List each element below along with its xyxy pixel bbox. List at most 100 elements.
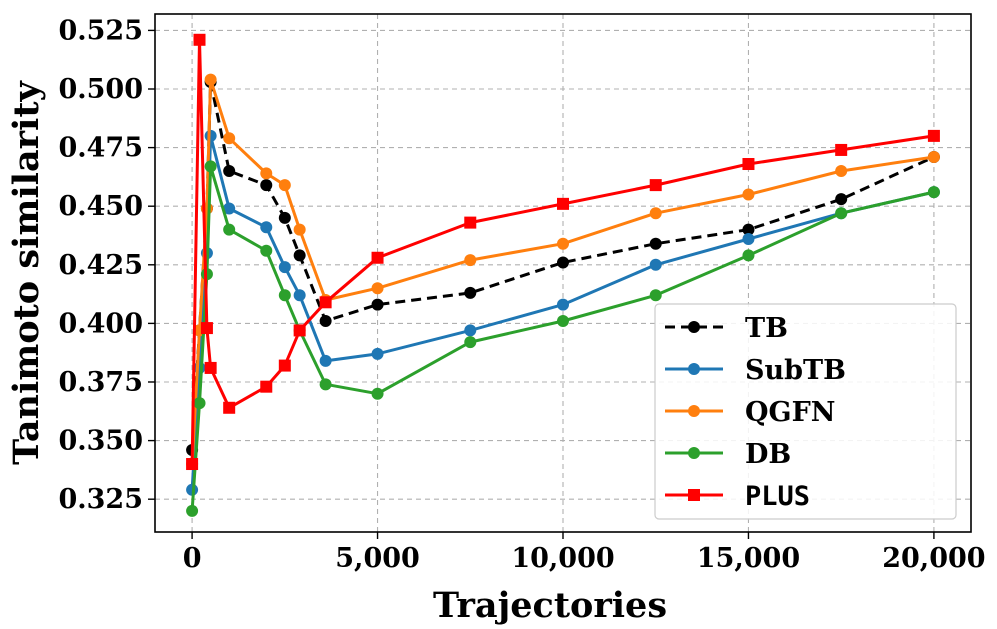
data-point-db <box>557 315 569 328</box>
data-point-qgfn <box>835 165 848 178</box>
data-point-qgfn <box>371 282 384 295</box>
data-point-tb <box>371 298 384 311</box>
data-point-plus <box>293 324 306 337</box>
data-point-tb <box>464 286 477 299</box>
legend-marker-plus <box>688 489 700 501</box>
y-tick-label: 0.475 <box>58 133 143 164</box>
x-tick-label: 5,000 <box>335 543 420 574</box>
data-point-tb <box>649 237 662 250</box>
data-point-qgfn <box>278 179 291 192</box>
series-layer <box>186 33 940 517</box>
data-point-tb <box>278 211 291 224</box>
y-tick-label: 0.325 <box>58 484 143 515</box>
data-point-subtb <box>742 233 755 246</box>
data-point-subtb <box>557 298 569 311</box>
y-tick-label: 0.350 <box>58 426 143 457</box>
data-point-db <box>742 249 755 262</box>
data-point-subtb <box>649 258 662 271</box>
data-point-plus <box>223 401 236 414</box>
data-point-qgfn <box>293 223 306 236</box>
legend: TB SubTB QGFN DB PLUS <box>654 303 957 520</box>
legend-label-db: DB <box>745 439 791 470</box>
data-point-plus <box>835 143 848 156</box>
data-point-plus <box>278 359 291 372</box>
legend-marker-tb <box>688 321 700 333</box>
data-point-db <box>464 336 477 349</box>
legend-label-tb: TB <box>745 313 788 344</box>
data-point-subtb <box>278 261 291 274</box>
y-tick-label: 0.400 <box>58 308 143 339</box>
legend-marker-qgfn <box>688 405 700 417</box>
data-point-qgfn <box>204 73 217 86</box>
legend-entry-subtb: SubTB <box>665 355 846 386</box>
series-line-plus <box>190 38 935 465</box>
data-point-tb <box>742 223 755 236</box>
data-point-plus <box>204 361 217 374</box>
x-tick-label: 20,000 <box>882 543 985 574</box>
data-point-tb <box>223 165 236 178</box>
data-point-subtb <box>319 354 332 367</box>
y-tick-label: 0.500 <box>58 74 143 105</box>
y-tick-label: 0.450 <box>58 191 143 222</box>
data-point-db <box>835 207 848 220</box>
legend-label-qgfn: QGFN <box>745 397 835 428</box>
data-point-plus <box>200 322 213 335</box>
data-point-subtb <box>260 221 273 234</box>
data-point-plus <box>927 129 940 142</box>
data-point-db <box>319 378 332 391</box>
legend-entry-tb: TB <box>665 313 788 344</box>
data-point-plus <box>319 296 332 309</box>
data-point-tb <box>557 256 569 269</box>
data-point-db <box>186 504 199 517</box>
data-point-qgfn <box>557 237 569 250</box>
data-point-subtb <box>464 324 477 337</box>
y-tick-label: 0.375 <box>58 367 143 398</box>
data-point-qgfn <box>464 254 477 267</box>
legend-entry-qgfn: QGFN <box>665 397 835 428</box>
data-point-subtb <box>223 202 236 215</box>
data-point-db <box>371 387 384 400</box>
y-tick-label: 0.525 <box>58 15 143 46</box>
legend-entry-db: DB <box>665 439 791 470</box>
legend-box <box>654 303 957 520</box>
data-point-qgfn <box>742 188 755 201</box>
legend-label-plus: PLUS <box>745 481 810 512</box>
data-point-plus <box>464 216 477 229</box>
data-point-tb <box>835 193 848 206</box>
data-point-db <box>649 289 662 302</box>
data-point-subtb <box>371 347 384 360</box>
x-tick-label: 15,000 <box>697 543 800 574</box>
x-axis: 0 5,000 10,000 15,000 20,000 <box>183 532 986 574</box>
legend-marker-subtb <box>688 363 700 375</box>
series-line-db <box>190 164 935 512</box>
data-point-plus <box>193 33 206 46</box>
data-point-subtb <box>293 289 306 302</box>
legend-entry-plus: PLUS <box>665 481 810 512</box>
data-point-qgfn <box>927 150 940 163</box>
legend-label-subtb: SubTB <box>745 355 846 386</box>
x-axis-label: Trajectories <box>433 585 667 626</box>
data-point-subtb <box>204 129 217 142</box>
data-point-plus <box>186 458 199 471</box>
data-point-plus <box>649 179 662 192</box>
y-axis-label: Tanimoto similarity <box>6 79 47 464</box>
series-db <box>186 160 940 517</box>
data-point-db <box>260 244 273 257</box>
y-tick-label: 0.425 <box>58 250 143 281</box>
data-point-tb <box>293 249 306 262</box>
data-point-tb <box>319 315 332 328</box>
data-point-db <box>223 223 236 236</box>
x-tick-label: 10,000 <box>511 543 614 574</box>
data-point-plus <box>557 197 569 210</box>
data-point-plus <box>742 158 755 171</box>
x-tick-label: 0 <box>183 543 202 574</box>
data-point-qgfn <box>649 207 662 220</box>
data-point-db <box>204 160 217 173</box>
data-point-db <box>927 186 940 199</box>
data-point-db <box>193 397 206 410</box>
data-point-db <box>278 289 291 302</box>
y-axis: 0.325 0.350 0.375 0.400 0.425 0.450 0.475 0.500… <box>58 15 155 515</box>
data-point-tb <box>260 179 273 192</box>
series-plus <box>186 33 940 471</box>
